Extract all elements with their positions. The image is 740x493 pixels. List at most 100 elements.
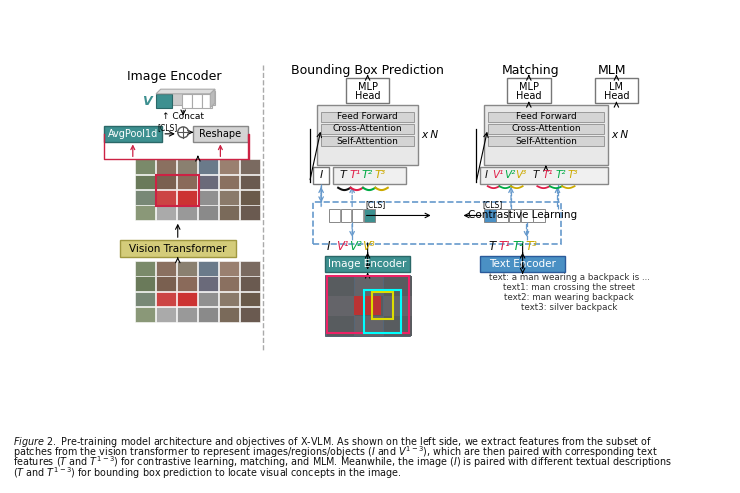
Text: Feed Forward: Feed Forward: [337, 112, 398, 121]
Bar: [156, 190, 176, 205]
Bar: [326, 296, 354, 316]
Bar: [384, 276, 411, 295]
Text: text2: man wearing backpack: text2: man wearing backpack: [505, 292, 634, 302]
Bar: [135, 159, 155, 174]
Bar: [198, 276, 218, 291]
Bar: [135, 276, 155, 291]
Bar: [219, 276, 239, 291]
Bar: [135, 292, 155, 306]
Text: V²: V²: [349, 240, 362, 253]
Bar: [177, 261, 197, 276]
Text: Reshape: Reshape: [199, 129, 241, 139]
Bar: [488, 136, 604, 146]
Bar: [219, 159, 239, 174]
Text: V³: V³: [362, 240, 374, 253]
Bar: [326, 276, 354, 295]
Text: Contrastive Learning: Contrastive Learning: [468, 211, 577, 220]
Bar: [177, 175, 197, 189]
Bar: [202, 94, 212, 107]
Text: Vision Transformer: Vision Transformer: [129, 244, 226, 253]
Bar: [177, 206, 197, 220]
Bar: [198, 159, 218, 174]
Text: T²: T²: [555, 171, 566, 180]
Bar: [177, 190, 197, 205]
Bar: [104, 126, 162, 141]
Bar: [364, 210, 374, 222]
Text: T³: T³: [374, 171, 386, 180]
Bar: [198, 292, 218, 306]
Bar: [497, 210, 508, 222]
Bar: [135, 190, 155, 205]
Text: Image Encoder: Image Encoder: [329, 259, 407, 269]
Bar: [177, 292, 197, 306]
Bar: [595, 78, 638, 103]
Bar: [352, 210, 363, 222]
Text: T³: T³: [525, 240, 537, 253]
Bar: [321, 111, 414, 122]
Bar: [198, 261, 218, 276]
Text: T: T: [533, 171, 539, 180]
Text: AvgPool1d: AvgPool1d: [108, 129, 158, 139]
Bar: [156, 307, 176, 322]
Bar: [156, 206, 176, 220]
Bar: [534, 210, 545, 222]
Bar: [181, 94, 192, 107]
Text: T: T: [488, 240, 495, 253]
Text: Bounding Box Prediction: Bounding Box Prediction: [291, 64, 444, 77]
Text: Image Encoder: Image Encoder: [127, 70, 221, 83]
Text: ↑ Concat: ↑ Concat: [162, 112, 204, 121]
Bar: [240, 261, 260, 276]
Bar: [488, 124, 604, 134]
Bar: [507, 78, 551, 103]
Bar: [177, 276, 197, 291]
Text: T¹: T¹: [349, 171, 361, 180]
Bar: [240, 206, 260, 220]
Bar: [480, 255, 565, 273]
Bar: [508, 210, 520, 222]
Polygon shape: [156, 89, 215, 94]
Bar: [219, 190, 239, 205]
Text: I: I: [485, 171, 488, 180]
Bar: [192, 94, 202, 107]
Text: Head: Head: [604, 91, 629, 101]
Text: MLM: MLM: [597, 64, 626, 77]
Text: V¹: V¹: [336, 240, 349, 253]
Bar: [329, 210, 340, 222]
Bar: [480, 167, 608, 184]
Bar: [240, 307, 260, 322]
Text: V¹: V¹: [492, 171, 503, 180]
Bar: [240, 276, 260, 291]
Bar: [135, 175, 155, 189]
Bar: [333, 167, 406, 184]
Bar: [177, 307, 197, 322]
Text: V³: V³: [516, 171, 527, 180]
Text: LM: LM: [610, 82, 623, 92]
Bar: [313, 202, 562, 244]
Text: text3: silver backpack: text3: silver backpack: [521, 303, 617, 312]
Text: V²: V²: [504, 171, 515, 180]
Bar: [354, 296, 381, 315]
Bar: [484, 210, 496, 222]
Text: patches from the vision transformer to represent images/regions/objects ($I$ and: patches from the vision transformer to r…: [13, 444, 658, 459]
Bar: [346, 78, 389, 103]
Bar: [135, 206, 155, 220]
Bar: [240, 175, 260, 189]
Text: V: V: [142, 95, 152, 108]
Text: text1: man crossing the street: text1: man crossing the street: [503, 282, 635, 291]
Bar: [219, 292, 239, 306]
Bar: [198, 307, 218, 322]
Bar: [193, 126, 247, 141]
Text: ($T$ and $T^{1-3}$) for bounding box prediction to locate visual concepts in the: ($T$ and $T^{1-3}$) for bounding box pre…: [13, 465, 402, 481]
Text: text: a man wearing a backpack is ...: text: a man wearing a backpack is ...: [488, 273, 650, 282]
Text: Text Encoder: Text Encoder: [489, 259, 556, 269]
Text: [CLS]: [CLS]: [158, 123, 178, 132]
Text: Cross-Attention: Cross-Attention: [333, 124, 403, 133]
Bar: [161, 91, 215, 105]
Bar: [120, 240, 236, 257]
Bar: [156, 175, 176, 189]
Bar: [156, 292, 176, 306]
Text: [CLS]: [CLS]: [482, 200, 502, 209]
Bar: [340, 210, 352, 222]
Bar: [371, 292, 393, 318]
Bar: [521, 210, 533, 222]
